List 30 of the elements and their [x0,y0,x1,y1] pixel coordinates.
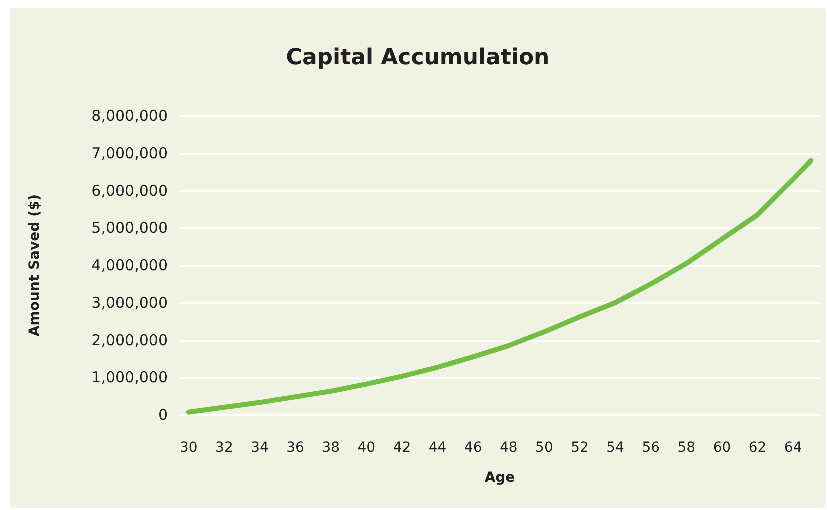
y-tick-label: 0 [158,406,168,424]
x-tick-label: 54 [606,440,625,456]
x-tick-label: 56 [642,440,660,456]
y-tick-label: 2,000,000 [92,331,168,350]
x-axis-title: Age [484,470,516,486]
x-tick-label: 34 [251,440,269,456]
x-tick-label: 40 [358,440,376,456]
x-tick-label: 30 [180,440,198,456]
x-tick-label: 60 [713,440,732,456]
y-tick-label: 4,000,000 [92,256,168,274]
x-tick-label: 36 [286,440,305,456]
y-tick-label: 6,000,000 [92,182,168,200]
y-tick-label: 3,000,000 [92,294,168,312]
x-tick-label: 50 [536,440,554,456]
x-tick-label: 58 [678,440,696,456]
x-tick-label: 32 [216,440,234,456]
x-tick-label: 62 [748,440,767,456]
x-tick-label: 38 [322,440,340,456]
y-tick-label: 8,000,000 [92,107,168,125]
y-tick-label: 5,000,000 [92,219,168,238]
y-axis-title: Amount Saved ($) [27,194,43,337]
chart-title: Capital Accumulation [286,46,550,70]
y-tick-label: 1,000,000 [92,368,168,387]
x-tick-label: 46 [464,440,482,456]
x-tick-label: 48 [500,440,518,456]
x-tick-label: 44 [428,440,447,456]
x-tick-label: 42 [393,440,412,456]
x-tick-label: 64 [784,440,802,456]
x-tick-label: 52 [571,440,589,456]
y-tick-label: 7,000,000 [92,144,168,162]
